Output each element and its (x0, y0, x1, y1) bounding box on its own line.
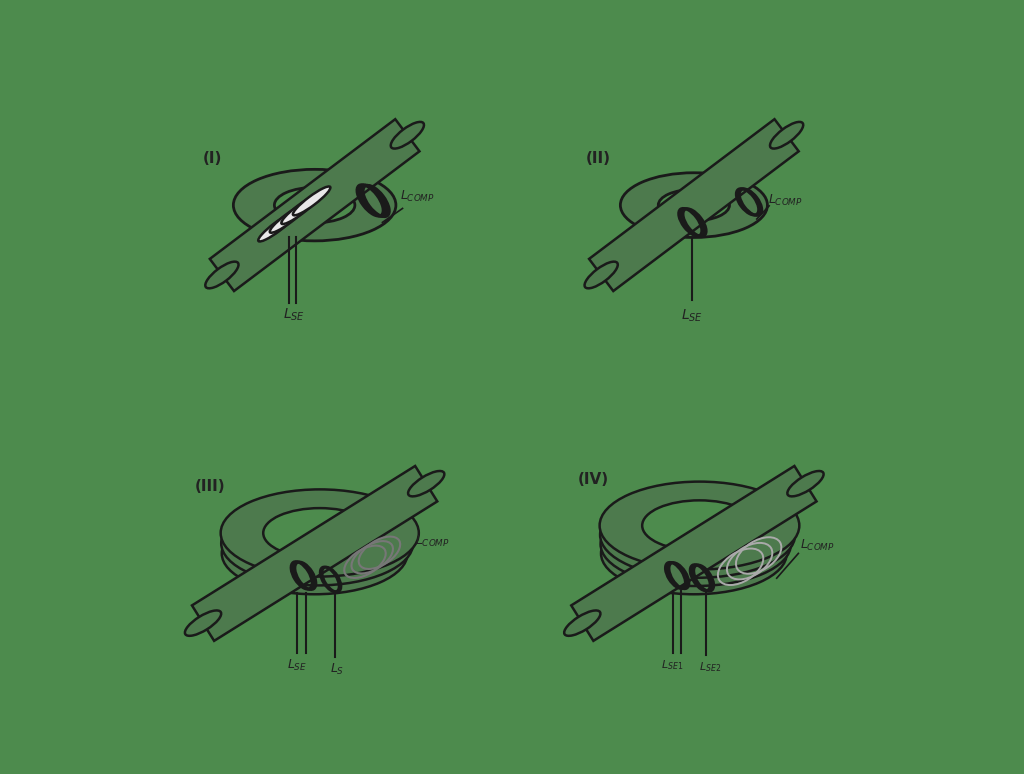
Ellipse shape (233, 170, 396, 241)
Ellipse shape (264, 519, 371, 567)
Ellipse shape (185, 611, 221, 635)
Ellipse shape (293, 187, 331, 215)
Polygon shape (210, 119, 420, 291)
Ellipse shape (621, 173, 767, 238)
Text: $L_{SE}$: $L_{SE}$ (681, 307, 703, 324)
Ellipse shape (585, 262, 617, 289)
Ellipse shape (600, 502, 791, 586)
Ellipse shape (205, 262, 239, 289)
Polygon shape (589, 119, 799, 291)
Text: (II): (II) (586, 150, 610, 166)
Ellipse shape (269, 204, 307, 233)
Text: $L_{COMP}$: $L_{COMP}$ (400, 190, 435, 204)
Text: $L_{SE1}$: $L_{SE1}$ (662, 659, 684, 672)
Ellipse shape (274, 187, 355, 223)
Ellipse shape (600, 481, 800, 570)
Polygon shape (191, 466, 437, 641)
Text: (IV): (IV) (578, 471, 609, 487)
Ellipse shape (643, 511, 753, 559)
Text: $L_{SE}$: $L_{SE}$ (284, 307, 305, 324)
Text: $\mathit{I_P}$: $\mathit{I_P}$ (204, 610, 217, 628)
Ellipse shape (391, 122, 424, 149)
Ellipse shape (564, 611, 600, 635)
Text: $L_{SE2}$: $L_{SE2}$ (698, 661, 721, 674)
Ellipse shape (282, 195, 318, 224)
Text: $L_{SE}$: $L_{SE}$ (288, 659, 307, 673)
Polygon shape (571, 466, 816, 641)
Ellipse shape (770, 122, 803, 149)
Ellipse shape (409, 471, 444, 496)
Ellipse shape (643, 521, 749, 567)
Text: $\mathit{I_P}$: $\mathit{I_P}$ (239, 262, 251, 280)
Text: $L_{COMP}$: $L_{COMP}$ (415, 534, 450, 550)
Ellipse shape (787, 471, 823, 496)
Text: (III): (III) (195, 479, 225, 495)
Text: $L_S$: $L_S$ (330, 663, 344, 677)
Ellipse shape (258, 213, 296, 241)
Ellipse shape (642, 500, 757, 551)
Text: $\mathit{I_P}$: $\mathit{I_P}$ (610, 262, 623, 280)
Ellipse shape (658, 190, 729, 221)
Ellipse shape (222, 512, 408, 594)
Text: $\mathit{I_P}$: $\mathit{I_P}$ (584, 610, 596, 628)
Ellipse shape (221, 501, 413, 585)
Text: $L_{COMP}$: $L_{COMP}$ (768, 193, 803, 208)
Text: (I): (I) (203, 150, 222, 166)
Ellipse shape (600, 492, 795, 577)
Ellipse shape (264, 531, 365, 576)
Ellipse shape (220, 489, 419, 577)
Ellipse shape (643, 531, 744, 576)
Text: $L_{COMP}$: $L_{COMP}$ (800, 538, 835, 553)
Ellipse shape (263, 508, 376, 558)
Ellipse shape (601, 512, 786, 594)
